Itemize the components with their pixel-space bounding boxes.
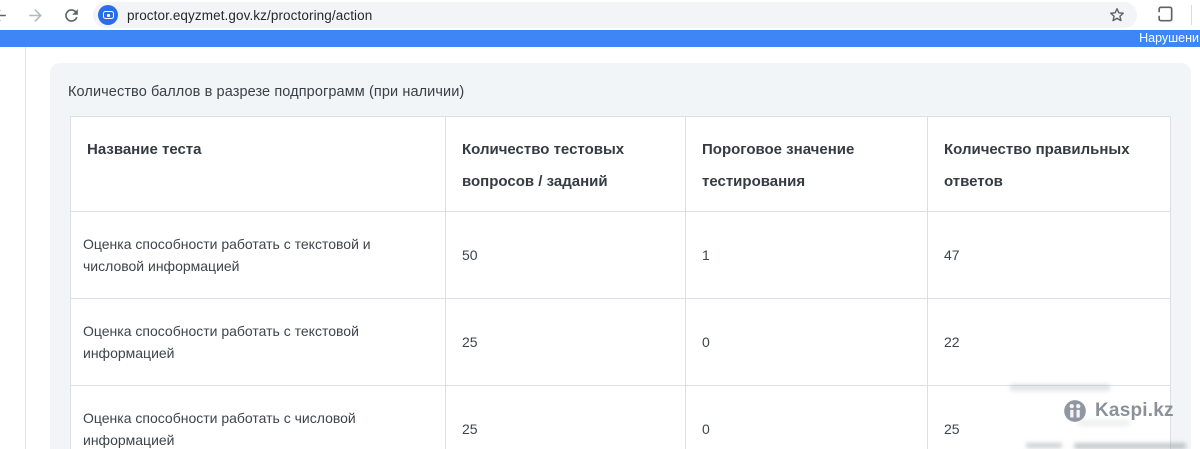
table-header-row: Название теста Количество тестовых вопро… [70, 116, 1171, 212]
blurred-text-artifact [1010, 384, 1110, 391]
violations-banner: Нарушени [0, 30, 1200, 47]
card-title: Количество баллов в разрезе подпрограмм … [68, 84, 465, 100]
back-icon[interactable] [0, 3, 11, 27]
kaspi-logo-icon [1064, 400, 1086, 422]
cell-question-count: 50 [445, 211, 686, 299]
header-threshold: Пороговое значение тестирования [685, 116, 928, 212]
cell-correct-answers: 22 [927, 298, 1171, 386]
reload-icon[interactable] [59, 3, 83, 27]
cell-correct-answers: 25 [927, 385, 1171, 449]
cell-test-name: Оценка способности работать с текстовой … [70, 211, 446, 299]
cell-test-name: Оценка способности работать с текстовой … [70, 298, 446, 386]
header-test-name: Название теста [70, 116, 446, 212]
table-row: Оценка способности работать с числовой и… [70, 385, 1171, 449]
scores-table: Название теста Количество тестовых вопро… [70, 116, 1171, 449]
kaspi-watermark: Kaspi.kz [1062, 398, 1174, 424]
watermark-label: Kaspi.kz [1095, 400, 1174, 421]
site-favicon-icon [98, 5, 118, 25]
cell-correct-answers: 47 [927, 211, 1171, 299]
cell-question-count: 25 [445, 385, 686, 449]
cell-threshold: 0 [685, 298, 928, 386]
cell-question-count: 25 [445, 298, 686, 386]
bookmark-star-icon[interactable] [1107, 5, 1127, 25]
table-row: Оценка способности работать с текстовой … [70, 211, 1171, 299]
cell-threshold: 1 [685, 211, 928, 299]
blurred-text-artifact [1078, 420, 1130, 426]
header-question-count: Количество тестовых вопросов / заданий [445, 116, 686, 212]
browser-toolbar: proctor.eqyzmet.gov.kz/proctoring/action [0, 0, 1200, 30]
blurred-text-artifact [1074, 443, 1186, 449]
scores-card: Количество баллов в разрезе подпрограмм … [50, 63, 1191, 449]
blurred-text-artifact [1026, 443, 1062, 448]
left-panel-border [25, 47, 26, 449]
violations-link[interactable]: Нарушени [1139, 31, 1199, 45]
page-content: Количество баллов в разрезе подпрограмм … [0, 47, 1200, 449]
cell-test-name: Оценка способности работать с числовой и… [70, 385, 446, 449]
forward-icon[interactable] [23, 3, 47, 27]
side-panel-icon[interactable] [1155, 4, 1177, 26]
address-bar[interactable]: proctor.eqyzmet.gov.kz/proctoring/action [93, 2, 1137, 28]
header-correct-answers: Количество правильных ответов [927, 116, 1171, 212]
url-text[interactable]: proctor.eqyzmet.gov.kz/proctoring/action [127, 7, 373, 23]
cell-threshold: 0 [685, 385, 928, 449]
table-row: Оценка способности работать с текстовой … [70, 298, 1171, 386]
toolbar-divider [1191, 5, 1192, 25]
